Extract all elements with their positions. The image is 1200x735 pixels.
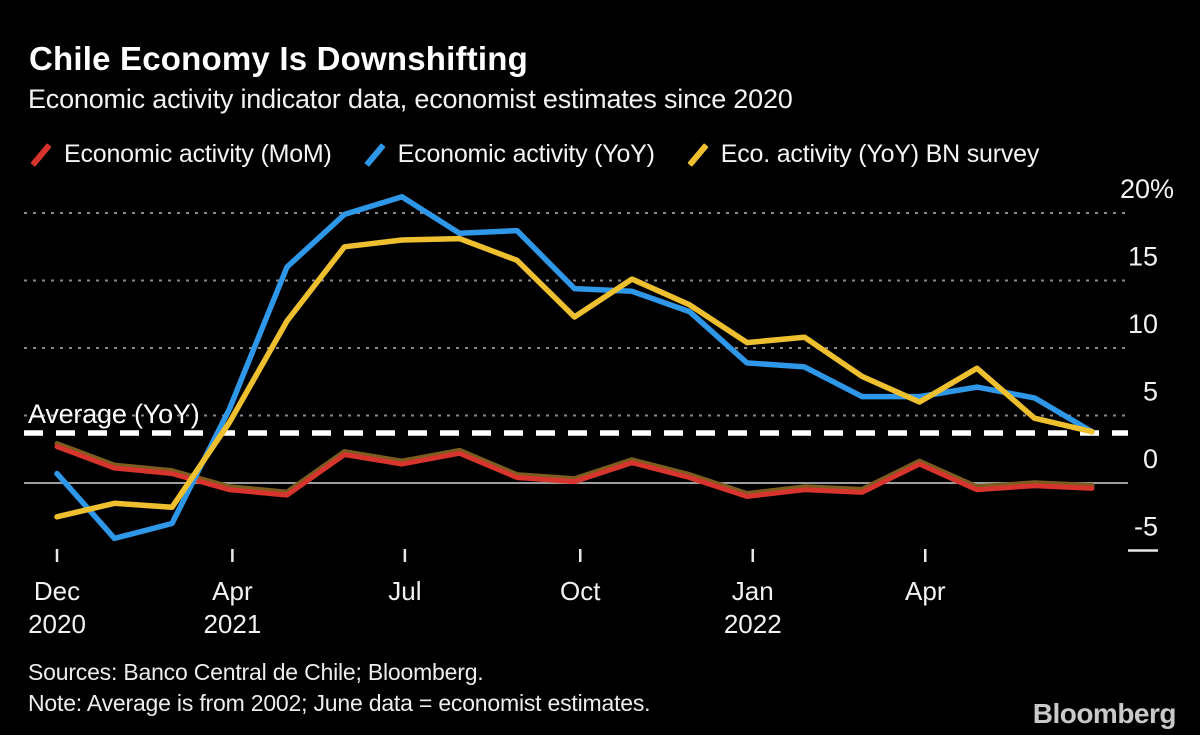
legend-slash-yellow-icon (687, 142, 709, 167)
chart-footer: Sources: Banco Central de Chile; Bloombe… (28, 657, 651, 719)
x-axis-year-label: 2020 (28, 609, 86, 639)
x-axis-month-label: Dec (34, 576, 80, 606)
x-axis-year-label: 2022 (724, 609, 782, 639)
sources-text: Sources: Banco Central de Chile; Bloombe… (28, 659, 484, 685)
chart-legend: Economic activity (MoM) Economic activit… (28, 140, 1039, 169)
x-axis-month-label: Jul (388, 576, 421, 606)
legend-item-yoy: Economic activity (YoY) (362, 140, 655, 169)
x-axis-month-label: Apr (212, 576, 253, 606)
y-axis-label: 20% (1120, 174, 1174, 204)
x-axis-month-label: Apr (905, 576, 946, 606)
y-axis-label: 10 (1128, 309, 1158, 339)
average-line-label: Average (YoY) (28, 399, 200, 429)
x-axis-month-label: Oct (560, 576, 601, 606)
y-axis-label: 0 (1143, 444, 1158, 474)
y-axis-label: -5 (1134, 512, 1158, 542)
legend-label-yoy: Economic activity (YoY) (397, 140, 655, 168)
chart-subtitle: Economic activity indicator data, econom… (28, 84, 793, 114)
bloomberg-logo: Bloomberg (1032, 698, 1177, 729)
y-axis-label: 5 (1143, 377, 1158, 407)
y-axis-label: 15 (1128, 242, 1158, 272)
note-text: Note: Average is from 2002; June data = … (28, 690, 651, 716)
series-mom-shadow-line (54, 441, 1095, 496)
legend-label-bn-survey: Eco. activity (YoY) BN survey (720, 140, 1040, 168)
legend-slash-blue-icon (364, 142, 386, 167)
legend-label-mom: Economic activity (MoM) (64, 140, 332, 168)
series-eco-activity-yoy-bn-survey (54, 235, 1095, 520)
legend-item-bn-survey: Eco. activity (YoY) BN survey (685, 140, 1039, 169)
x-axis-year-label: 2021 (203, 609, 261, 639)
series-economic-activity-mom (54, 444, 1095, 499)
series-economic-activity-yoy (54, 194, 1095, 542)
legend-slash-red-icon (30, 142, 52, 167)
chart-title: Chile Economy Is Downshifting (29, 40, 528, 77)
legend-item-mom: Economic activity (MoM) (28, 140, 332, 169)
x-axis-month-label: Jan (732, 576, 774, 606)
